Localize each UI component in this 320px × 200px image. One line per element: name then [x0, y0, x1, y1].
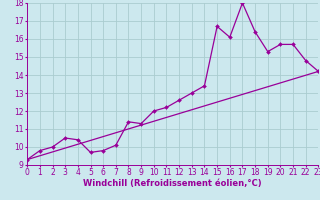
X-axis label: Windchill (Refroidissement éolien,°C): Windchill (Refroidissement éolien,°C) — [84, 179, 262, 188]
